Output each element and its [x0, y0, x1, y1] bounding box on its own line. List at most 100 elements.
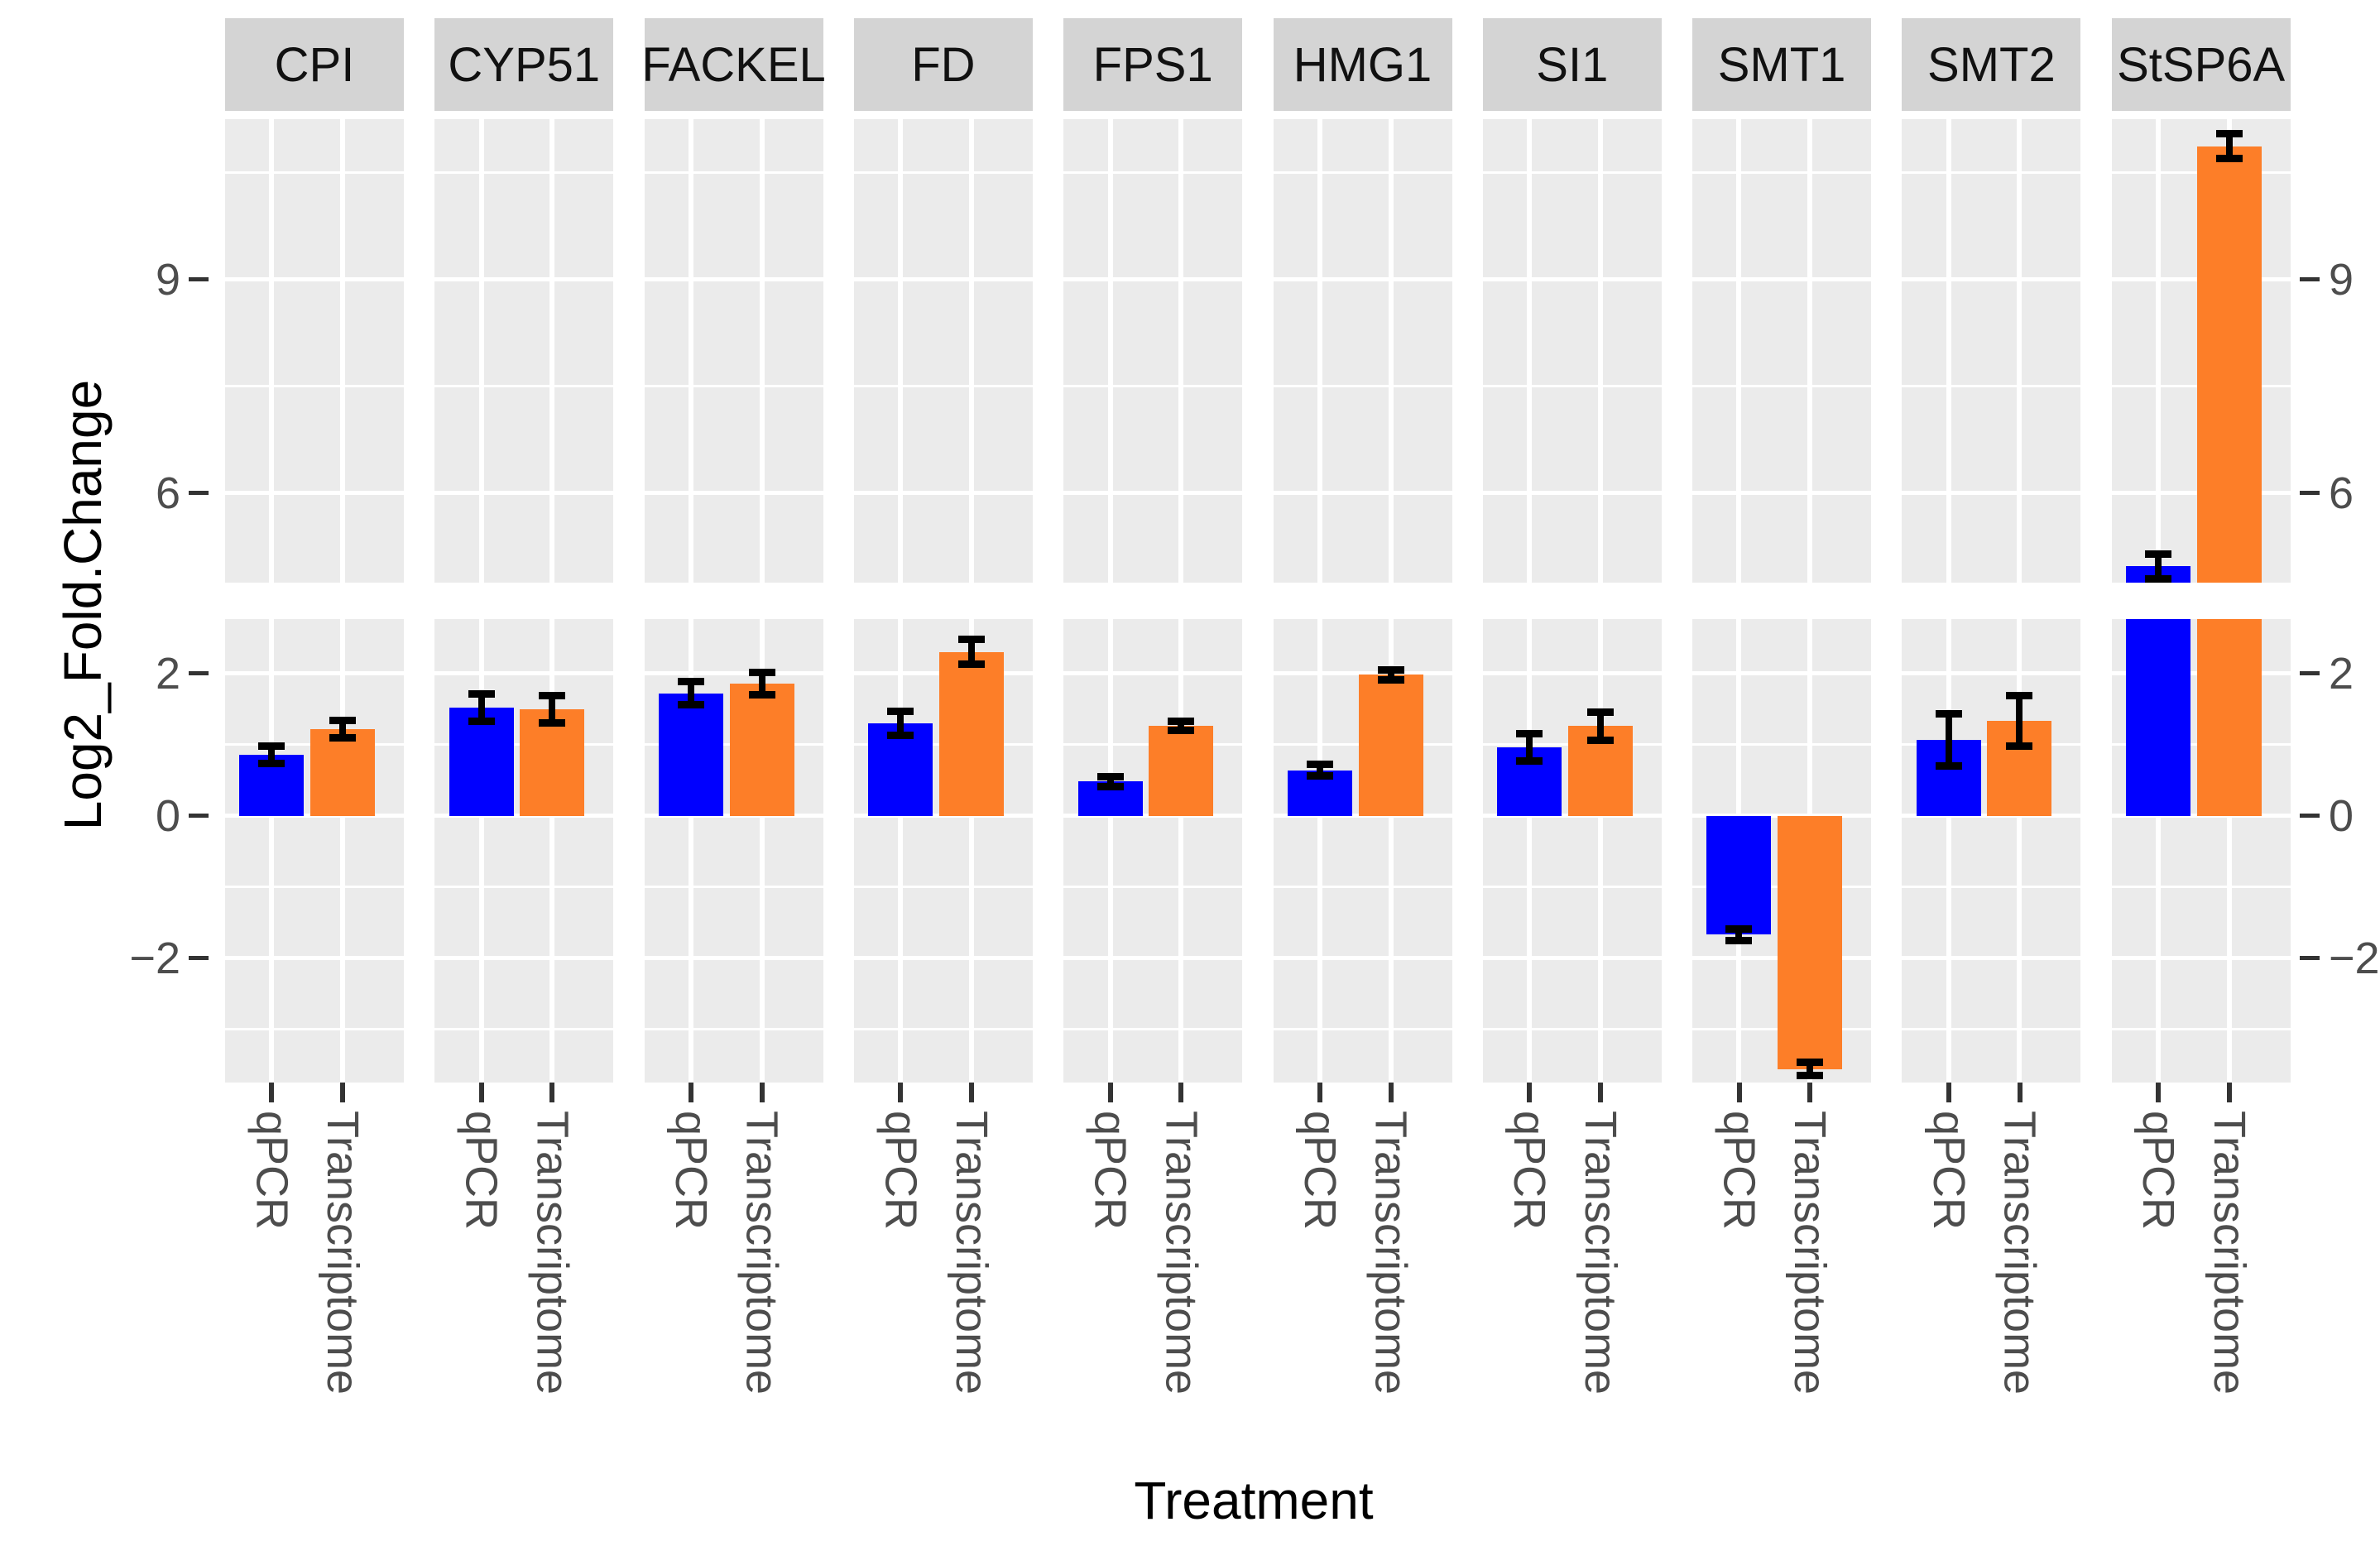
category-gridline [269, 119, 275, 583]
facet-panel-upper-SMT1 [1692, 119, 1872, 583]
x-tick-label-qPCR: qPCR [876, 1111, 926, 1231]
error-bar-cap-top [1797, 1059, 1824, 1067]
error-bar-cap-bottom [539, 718, 566, 727]
error-bar-line [758, 671, 765, 695]
bar-CPI-Transcriptome [310, 728, 376, 816]
minor-gridline [1692, 171, 1872, 174]
major-gridline [1902, 491, 2081, 495]
error-bar-cap-top [1306, 760, 1333, 768]
y-tick-label: 9 [155, 254, 180, 305]
category-gridline [2226, 619, 2232, 1083]
category-gridline [1807, 119, 1813, 583]
x-tick-label-Transcriptome: Transcriptome [2204, 1111, 2254, 1395]
facet-strip-SMT1: SMT1 [1692, 18, 1872, 111]
error-bar-cap-bottom [2006, 742, 2033, 751]
x-tick-mark [478, 1083, 484, 1102]
minor-gridline [225, 385, 404, 387]
major-gridline [225, 277, 404, 281]
x-tick-mark [1946, 1083, 1951, 1102]
error-bar-line [477, 693, 485, 723]
minor-gridline [1063, 385, 1243, 387]
major-gridline [1063, 956, 1243, 961]
error-bar-line [339, 719, 347, 738]
category-gridline [1597, 119, 1603, 583]
bar-FACKEL-qPCR [658, 693, 723, 816]
error-bar-cap-bottom [468, 718, 495, 726]
major-gridline [1692, 671, 1872, 676]
error-bar-cap-top [468, 689, 495, 698]
facet-panel-upper-SI1 [1482, 119, 1662, 583]
error-bar-line [1526, 732, 1533, 762]
major-gridline [644, 671, 823, 676]
error-bar-cap-bottom [1377, 676, 1404, 684]
bar-StSP6A-Transcriptome [2196, 146, 2262, 583]
x-tick-mark [1527, 1083, 1533, 1102]
error-bar-cap-top [748, 668, 775, 676]
error-bar-line [2016, 695, 2023, 747]
category-gridline [340, 619, 346, 1083]
x-tick-mark [1736, 1083, 1742, 1102]
error-bar-cap-top [1168, 718, 1195, 726]
error-bar-cap-bottom [2215, 155, 2243, 163]
major-gridline [434, 277, 614, 281]
major-gridline [434, 956, 614, 961]
facet-panel-lower-SI1 [1482, 619, 1662, 1083]
error-bar-cap-bottom [1586, 736, 1614, 744]
category-gridline [2156, 119, 2162, 583]
minor-gridline [434, 385, 614, 387]
x-tick-mark [1388, 1083, 1394, 1102]
minor-gridline [1482, 385, 1662, 387]
major-gridline [1273, 956, 1452, 961]
category-gridline [549, 619, 555, 1083]
category-gridline [478, 119, 484, 583]
major-gridline [225, 814, 404, 819]
major-gridline [1482, 814, 1662, 819]
minor-gridline [1902, 886, 2081, 889]
x-tick-label-qPCR: qPCR [247, 1111, 297, 1231]
major-gridline [1482, 277, 1662, 281]
y-tick-mark-left [189, 277, 209, 281]
major-gridline [1692, 491, 1872, 495]
x-axis-title: Treatment [1134, 1471, 1374, 1530]
y-tick-mark-right [2300, 491, 2320, 495]
error-bar-line [268, 745, 276, 764]
facet-strip-SI1: SI1 [1482, 18, 1662, 111]
major-gridline [225, 671, 404, 676]
major-gridline [434, 671, 614, 676]
minor-gridline [1273, 385, 1452, 387]
minor-gridline [1902, 171, 2081, 174]
minor-gridline [1273, 171, 1452, 174]
bar-FD-qPCR [868, 723, 933, 816]
x-tick-label-qPCR: qPCR [666, 1111, 716, 1231]
bar-SMT1-qPCR [1706, 815, 1772, 935]
bar-FPS1-Transcriptome [1149, 726, 1214, 816]
category-gridline [1107, 119, 1113, 583]
error-bar-cap-bottom [258, 759, 286, 767]
major-gridline [1482, 956, 1662, 961]
error-bar-line [1178, 721, 1185, 732]
minor-gridline [853, 385, 1033, 387]
error-bar-line [1106, 775, 1114, 788]
error-bar-cap-top [258, 742, 286, 750]
facet-panel-upper-CYP51 [434, 119, 614, 583]
major-gridline [1692, 277, 1872, 281]
error-bar-cap-top [1377, 665, 1404, 674]
category-gridline [1946, 619, 1951, 1083]
x-tick-mark [689, 1083, 693, 1102]
x-tick-label-Transcriptome: Transcriptome [1365, 1111, 1416, 1395]
category-gridline [968, 119, 974, 583]
error-bar-cap-bottom [887, 731, 914, 739]
category-gridline [1597, 619, 1603, 1083]
category-gridline [1946, 119, 1951, 583]
x-tick-label-Transcriptome: Transcriptome [737, 1111, 787, 1395]
minor-gridline [434, 1028, 614, 1031]
error-bar-cap-bottom [677, 701, 704, 709]
y-tick-label: 0 [2329, 790, 2354, 841]
category-gridline [1178, 119, 1184, 583]
facet-panel-upper-CPI [225, 119, 404, 583]
facet-panel-lower-FPS1 [1063, 619, 1243, 1083]
error-bar-line [549, 694, 556, 723]
category-gridline [2017, 119, 2023, 583]
error-bar-cap-top [957, 636, 985, 644]
y-tick-mark-left [189, 956, 209, 961]
